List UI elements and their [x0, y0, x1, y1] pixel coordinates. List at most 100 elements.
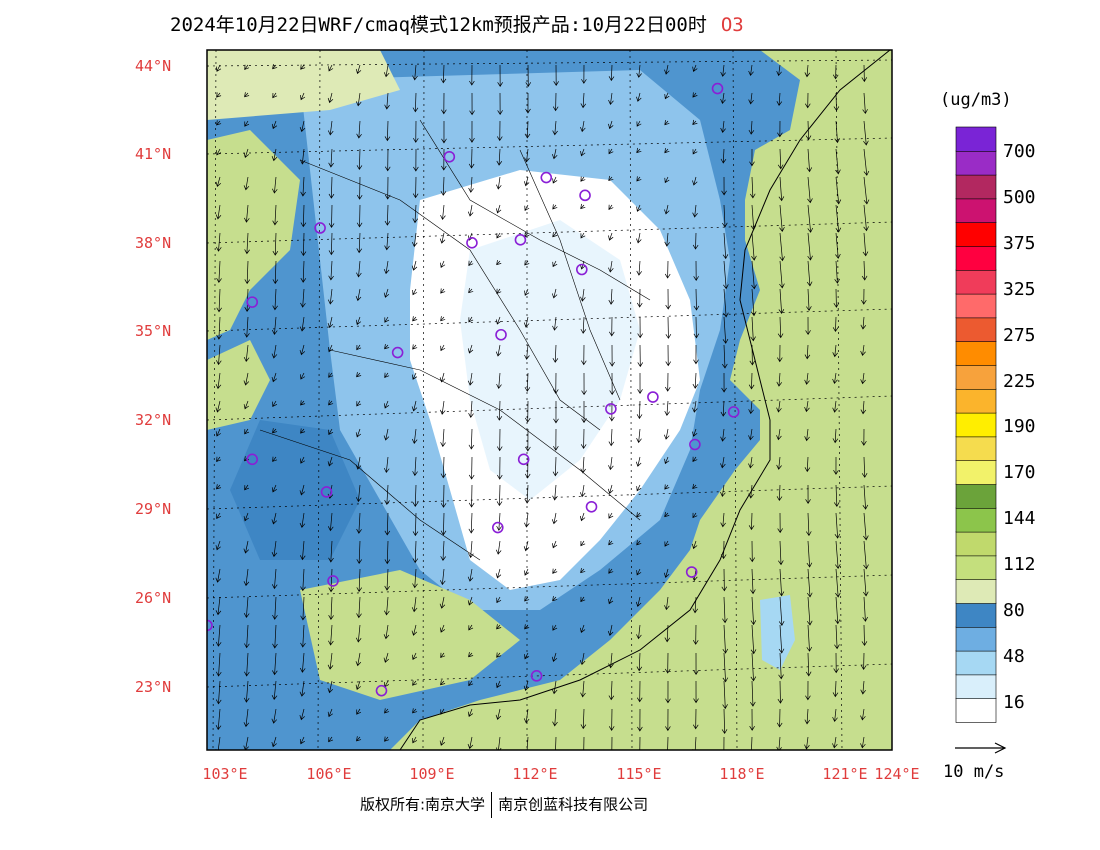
- wind-arrow: [692, 400, 698, 413]
- wind-arrow: [440, 708, 446, 715]
- wind-arrow: [806, 148, 813, 173]
- wind-arrow: [524, 344, 530, 360]
- wind-arrow: [693, 260, 699, 281]
- wind-arrow: [664, 511, 670, 518]
- wind-arrow: [552, 596, 558, 602]
- colorbar-unit: (ug/m3): [940, 90, 1012, 110]
- wind-arrow: [863, 568, 869, 597]
- wind-arrow: [411, 624, 418, 636]
- wind-arrow: [805, 512, 812, 537]
- lon-label-112: 112°E: [512, 765, 558, 783]
- wind-arrow: [722, 596, 728, 624]
- wind-arrow: [806, 288, 812, 312]
- wind-arrow: [720, 92, 726, 104]
- wind-arrow: [863, 148, 870, 176]
- wind-arrow: [412, 64, 418, 81]
- wind-arrow: [299, 540, 306, 561]
- colorbar-label: 225: [1003, 371, 1036, 392]
- wind-arrow: [778, 176, 785, 202]
- wind-arrow: [692, 176, 698, 186]
- wind-arrow: [384, 540, 391, 565]
- wind-arrow: [355, 456, 362, 470]
- wind-arrow: [271, 120, 278, 130]
- wind-arrow: [720, 484, 726, 497]
- wind-arrow: [300, 596, 306, 621]
- wind-arrow: [608, 680, 615, 701]
- wind-arrow: [805, 652, 812, 677]
- ozone-field-paleblue-core: [460, 220, 640, 500]
- monitoring-station-marker: [514, 234, 527, 246]
- wind-arrow: [495, 344, 502, 357]
- wind-arrow: [608, 120, 614, 130]
- wind-arrow: [804, 400, 810, 413]
- wind-arrow: [749, 708, 755, 731]
- lon-label-106: 106°E: [306, 765, 352, 783]
- colorbar-swatch: [955, 578, 997, 604]
- wind-arrow: [833, 288, 840, 308]
- wind-arrow: [440, 176, 447, 196]
- wind-arrow: [356, 400, 362, 407]
- wind-arrow: [272, 232, 279, 256]
- wind-arrow: [692, 428, 698, 437]
- monitoring-station-marker: [327, 575, 339, 587]
- colorbar-label: 375: [1003, 233, 1036, 254]
- wind-arrow: [552, 120, 558, 136]
- wind-arrow: [467, 708, 474, 717]
- colorbar-label: 500: [1003, 187, 1036, 208]
- wind-arrow: [637, 344, 644, 368]
- wind-arrow: [271, 680, 278, 701]
- wind-arrow: [384, 484, 390, 505]
- wind-arrow: [356, 540, 363, 565]
- monitoring-station-marker: [517, 453, 530, 466]
- colorbar-swatch: [955, 126, 997, 152]
- wind-arrow: [580, 456, 586, 474]
- wind-arrow: [748, 484, 754, 499]
- wind-arrow: [663, 568, 670, 579]
- wind-arrow: [524, 596, 530, 602]
- colorbar-label: 144: [1003, 508, 1036, 529]
- wind-arrow: [861, 288, 867, 305]
- wind-arrow: [636, 680, 643, 703]
- wind-arrow: [327, 512, 334, 532]
- wind-arrow: [860, 316, 867, 330]
- wind-arrow: [412, 316, 418, 322]
- wind-arrow: [328, 176, 335, 199]
- wind-arrow: [524, 652, 530, 660]
- wind-arrow: [664, 652, 671, 674]
- wind-arrow: [413, 148, 419, 172]
- wind-arrow: [779, 260, 785, 289]
- wind-arrow: [328, 736, 334, 743]
- wind-arrow: [383, 288, 390, 298]
- wind-arrow: [637, 708, 643, 732]
- wind-arrow: [778, 652, 784, 680]
- wind-arrow: [806, 596, 813, 626]
- wind-arrow: [636, 400, 643, 420]
- wind-arrow: [412, 484, 419, 508]
- wind-arrow: [524, 120, 531, 139]
- wind-arrow: [469, 64, 475, 86]
- wind-arrow: [216, 344, 222, 366]
- wind-arrow: [356, 708, 362, 715]
- wind-arrow: [356, 372, 362, 378]
- wind-arrow: [356, 344, 362, 351]
- wind-arrow: [328, 400, 334, 406]
- wind-arrow: [272, 288, 278, 311]
- wind-arrow: [832, 428, 839, 444]
- wind-arrow: [300, 568, 306, 592]
- wind-arrow: [805, 680, 811, 701]
- wind-arrow: [664, 372, 671, 392]
- wind-arrow: [300, 288, 306, 308]
- wind-arrow: [468, 512, 475, 534]
- wind-arrow: [299, 680, 306, 697]
- colorbar: [955, 126, 997, 723]
- wind-arrow: [271, 372, 278, 383]
- wind-arrow: [356, 176, 363, 200]
- colorbar-swatch: [955, 174, 997, 200]
- wind-arrow: [804, 92, 811, 109]
- wind-arrow: [722, 316, 729, 344]
- lat-label-38: 38°N: [135, 234, 172, 252]
- wind-arrow: [272, 92, 278, 99]
- monitoring-station-marker: [579, 189, 591, 202]
- wind-arrow: [355, 316, 362, 326]
- wind-arrow: [440, 260, 446, 268]
